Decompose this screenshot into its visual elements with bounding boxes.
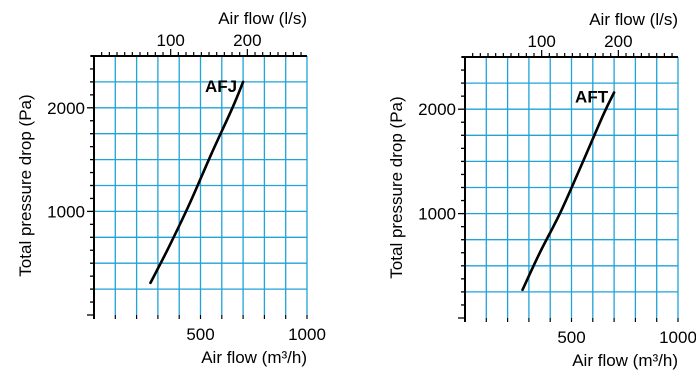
- y-tick-label: 1000: [418, 205, 456, 224]
- x-tick-label: 1000: [288, 325, 326, 344]
- y-tick-label: 1000: [47, 202, 85, 221]
- x-top-tick-label: 100: [156, 31, 184, 50]
- x-top-axis-title: Air flow (l/s): [218, 9, 307, 28]
- x-top-tick-label: 200: [604, 32, 632, 51]
- y-tick-label: 2000: [47, 99, 85, 118]
- x-tick-label: 1000: [659, 328, 696, 347]
- chart-panel-aft: 1000 2000 500 1000 100 200 Air flow (m³/h) Air …: [387, 10, 696, 370]
- y-axis-title: Total pressure drop (Pa): [16, 94, 35, 276]
- x-axis-title: Air flow (m³/h): [201, 348, 307, 367]
- x-tick-label: 500: [186, 325, 214, 344]
- x-axis-title: Air flow (m³/h): [572, 351, 678, 370]
- series-line: [521, 91, 616, 292]
- y-axis-title: Total pressure drop (Pa): [387, 96, 406, 278]
- x-tick-label: 500: [557, 328, 585, 347]
- x-top-tick-label: 200: [233, 31, 261, 50]
- series-label: AFJ: [205, 77, 237, 96]
- series-line: [149, 80, 245, 285]
- series-label: AFT: [575, 87, 609, 106]
- y-tick-label: 2000: [418, 100, 456, 119]
- x-top-tick-label: 100: [527, 32, 555, 51]
- x-top-axis-title: Air flow (l/s): [589, 10, 678, 29]
- chart-panel-afj: 1000 2000 500 1000 100 200 Air flow (m³/h) Air …: [16, 9, 326, 367]
